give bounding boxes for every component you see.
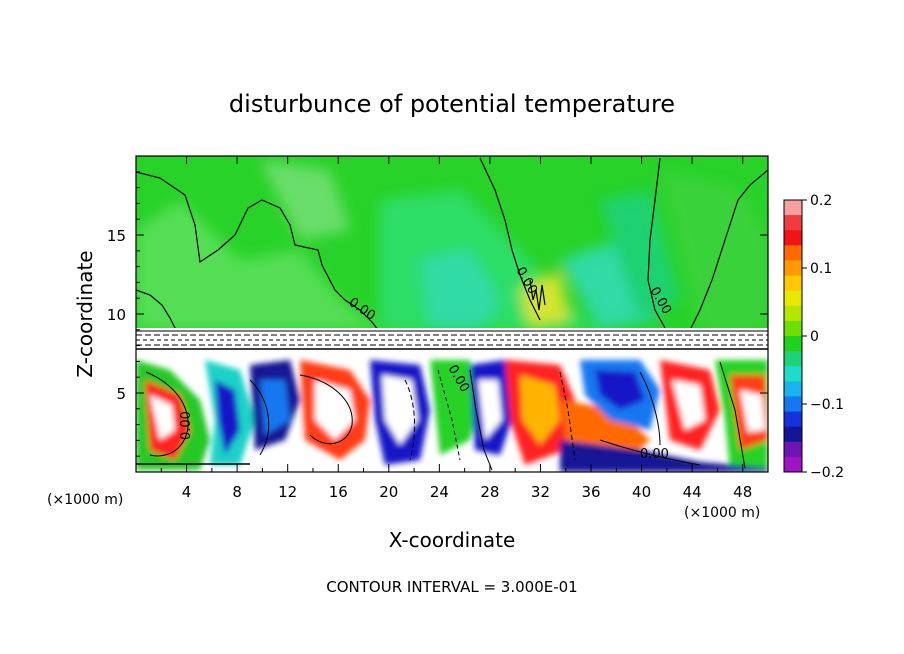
colorbar-swatch (784, 336, 802, 352)
colorbar (783, 199, 803, 473)
colorbar-swatch (784, 456, 802, 473)
contour-label: 0.00 (179, 411, 194, 440)
x-tick-label: 4 (182, 483, 192, 501)
x-unit-left: (×1000 m) (47, 492, 123, 508)
y-axis-label: Z-coordinate (73, 250, 97, 377)
upper-contours (136, 157, 768, 331)
plot-area: 0.00 0.00 0.00 0.00 0.00 0.00 (136, 156, 768, 472)
upper-field-shading (136, 160, 768, 330)
colorbar-swatch (784, 366, 802, 382)
y-tick-label: 5 (116, 385, 126, 403)
contour-interval-note: CONTOUR INTERVAL = 3.000E-01 (326, 578, 577, 596)
y-tick-label: 15 (107, 227, 126, 245)
colorbar-tick-label: 0.1 (810, 261, 832, 277)
x-unit-right: (×1000 m) (684, 505, 760, 521)
x-tick-label: 16 (329, 483, 348, 501)
colorbar-swatch (784, 230, 802, 246)
colorbar-tick-label: 0.2 (810, 193, 832, 209)
colorbar-swatch (784, 260, 802, 277)
colorbar-swatch (784, 411, 802, 428)
x-tick-label: 8 (232, 483, 242, 501)
colorbar-swatch (784, 320, 802, 337)
colorbar-swatch (784, 275, 802, 292)
x-tick-label: 48 (733, 483, 752, 501)
x-tick-label: 40 (632, 483, 651, 501)
contour-label: 0.00 (640, 447, 669, 462)
colorbar-tick-label: 0 (810, 329, 819, 345)
lower-contours (136, 361, 746, 471)
x-axis-label: X-coordinate (389, 528, 516, 552)
colorbar-tick-label: −0.2 (810, 465, 844, 481)
colorbar-swatch (784, 441, 802, 458)
colorbar-ticks: 0.2 0.1 0 −0.1 −0.2 (802, 193, 844, 481)
x-tick-label: 32 (531, 483, 550, 501)
colorbar-swatch (784, 215, 802, 231)
transition-contours (136, 330, 768, 350)
x-axis: 4 8 12 16 20 24 28 32 36 40 44 48 (160, 156, 752, 501)
y-tick-label: 10 (107, 306, 126, 324)
chart-title: disturbunce of potential temperature (229, 90, 675, 118)
colorbar-swatch (784, 396, 802, 413)
colorbar-tick-label: −0.1 (810, 397, 844, 413)
x-tick-label: 28 (480, 483, 499, 501)
colorbar-swatch (784, 245, 802, 261)
colorbar-swatch (784, 290, 802, 307)
y-axis: 5 10 15 (107, 171, 768, 457)
colorbar-swatch (784, 381, 802, 397)
x-tick-label: 20 (379, 483, 398, 501)
lower-field-shading (136, 360, 768, 472)
x-tick-label: 36 (581, 483, 600, 501)
colorbar-swatch (784, 305, 802, 322)
x-tick-label: 12 (278, 483, 297, 501)
x-tick-label: 24 (430, 483, 449, 501)
colorbar-swatch (784, 200, 802, 216)
colorbar-swatch (784, 351, 802, 367)
colorbar-swatch (784, 426, 802, 443)
x-tick-label: 44 (683, 483, 702, 501)
